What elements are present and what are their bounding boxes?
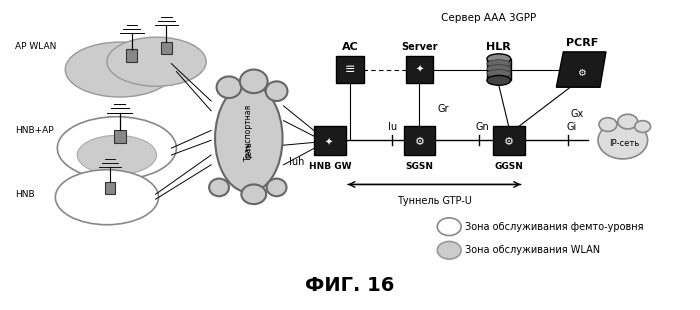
FancyBboxPatch shape bbox=[493, 126, 524, 155]
Text: Server: Server bbox=[401, 42, 438, 52]
Text: ⚙: ⚙ bbox=[504, 137, 514, 147]
Text: HNB: HNB bbox=[15, 190, 34, 199]
Text: ✦: ✦ bbox=[324, 137, 332, 147]
FancyBboxPatch shape bbox=[126, 49, 137, 62]
FancyBboxPatch shape bbox=[404, 126, 435, 155]
Text: Iuh: Iuh bbox=[288, 157, 304, 167]
Text: GGSN: GGSN bbox=[494, 162, 523, 171]
Ellipse shape bbox=[598, 122, 648, 159]
Ellipse shape bbox=[635, 121, 650, 132]
Text: Gr: Gr bbox=[438, 104, 449, 114]
Ellipse shape bbox=[438, 241, 461, 259]
Text: HNB GW: HNB GW bbox=[309, 162, 351, 171]
Text: Сервер AAA 3GPP: Сервер AAA 3GPP bbox=[441, 13, 536, 23]
Polygon shape bbox=[556, 52, 606, 87]
Ellipse shape bbox=[107, 37, 206, 86]
Ellipse shape bbox=[209, 179, 229, 196]
Text: Gi: Gi bbox=[566, 122, 576, 132]
Ellipse shape bbox=[487, 69, 511, 78]
Ellipse shape bbox=[241, 184, 266, 204]
Text: PCRF: PCRF bbox=[566, 38, 598, 48]
Ellipse shape bbox=[267, 179, 286, 196]
Text: ⚙: ⚙ bbox=[414, 137, 424, 147]
Text: Зона обслуживания фемто-уровня: Зона обслуживания фемто-уровня bbox=[465, 222, 643, 232]
Ellipse shape bbox=[77, 135, 157, 175]
Ellipse shape bbox=[487, 60, 511, 68]
Ellipse shape bbox=[57, 117, 176, 179]
Text: HNB+AP: HNB+AP bbox=[15, 126, 53, 135]
Ellipse shape bbox=[487, 75, 511, 85]
Text: ≡: ≡ bbox=[344, 63, 355, 76]
Text: ✦: ✦ bbox=[415, 64, 424, 75]
FancyBboxPatch shape bbox=[336, 56, 364, 83]
Text: Gx: Gx bbox=[570, 109, 584, 119]
Text: SGSN: SGSN bbox=[405, 162, 433, 171]
Text: AP WLAN: AP WLAN bbox=[15, 42, 56, 51]
Text: Gn: Gn bbox=[475, 122, 489, 132]
Ellipse shape bbox=[487, 54, 511, 64]
Text: сеть: сеть bbox=[244, 141, 253, 159]
FancyBboxPatch shape bbox=[161, 42, 172, 54]
Ellipse shape bbox=[65, 42, 174, 97]
Ellipse shape bbox=[438, 218, 461, 236]
Ellipse shape bbox=[216, 77, 242, 98]
Bar bbox=[487, 59, 511, 80]
FancyBboxPatch shape bbox=[114, 130, 126, 143]
Text: Туннель GTP-U: Туннель GTP-U bbox=[397, 196, 472, 206]
Text: Iu: Iu bbox=[388, 122, 397, 132]
Ellipse shape bbox=[599, 118, 617, 131]
Ellipse shape bbox=[215, 84, 283, 192]
FancyBboxPatch shape bbox=[405, 56, 433, 83]
FancyBboxPatch shape bbox=[314, 126, 346, 155]
Ellipse shape bbox=[487, 65, 511, 73]
Text: ⚙: ⚙ bbox=[577, 68, 585, 78]
Ellipse shape bbox=[618, 114, 638, 129]
Text: AC: AC bbox=[342, 42, 358, 52]
Text: Зона обслуживания WLAN: Зона обслуживания WLAN bbox=[465, 245, 600, 255]
Ellipse shape bbox=[240, 69, 267, 93]
Text: HLR: HLR bbox=[486, 42, 511, 52]
Ellipse shape bbox=[55, 170, 158, 225]
FancyBboxPatch shape bbox=[105, 182, 116, 194]
Text: ФИГ. 16: ФИГ. 16 bbox=[305, 276, 395, 295]
Text: Транспортная: Транспортная bbox=[244, 104, 253, 161]
Ellipse shape bbox=[266, 81, 288, 101]
Text: IP-сеть: IP-сеть bbox=[609, 139, 639, 148]
